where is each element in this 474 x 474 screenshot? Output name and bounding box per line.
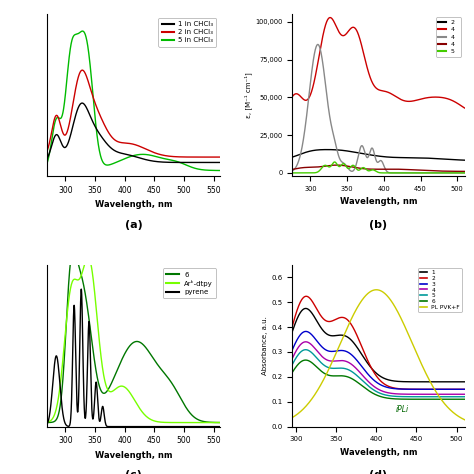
Legend: 2  , 4  , 4  , 4  , 5  : 2 , 4 , 4 , 4 , 5 bbox=[436, 18, 461, 57]
Y-axis label: ε, [M⁻¹ cm⁻¹]: ε, [M⁻¹ cm⁻¹] bbox=[245, 72, 252, 118]
X-axis label: Wavelength, nm: Wavelength, nm bbox=[339, 197, 417, 206]
Legend: 1 in CHCl₃, 2 in CHCl₃, 5 in CHCl₃: 1 in CHCl₃, 2 in CHCl₃, 5 in CHCl₃ bbox=[158, 18, 216, 47]
Legend: 6, Arᵏ-dtpy, pyrene: 6, Arᵏ-dtpy, pyrene bbox=[163, 268, 216, 299]
Text: (a): (a) bbox=[125, 219, 143, 230]
Text: iPLi: iPLi bbox=[396, 405, 409, 414]
Y-axis label: Absorbance, a.u.: Absorbance, a.u. bbox=[263, 316, 268, 375]
X-axis label: Wavelength, nm: Wavelength, nm bbox=[95, 200, 173, 209]
X-axis label: Wavelength, nm: Wavelength, nm bbox=[95, 451, 173, 460]
Legend: 1, 2, 3, 4, 5, 6, PL PVK+F: 1, 2, 3, 4, 5, 6, PL PVK+F bbox=[418, 268, 462, 312]
Text: (c): (c) bbox=[125, 470, 142, 474]
Text: (b): (b) bbox=[369, 219, 387, 230]
Text: (d): (d) bbox=[369, 470, 387, 474]
X-axis label: Wavelength, nm: Wavelength, nm bbox=[339, 448, 417, 457]
